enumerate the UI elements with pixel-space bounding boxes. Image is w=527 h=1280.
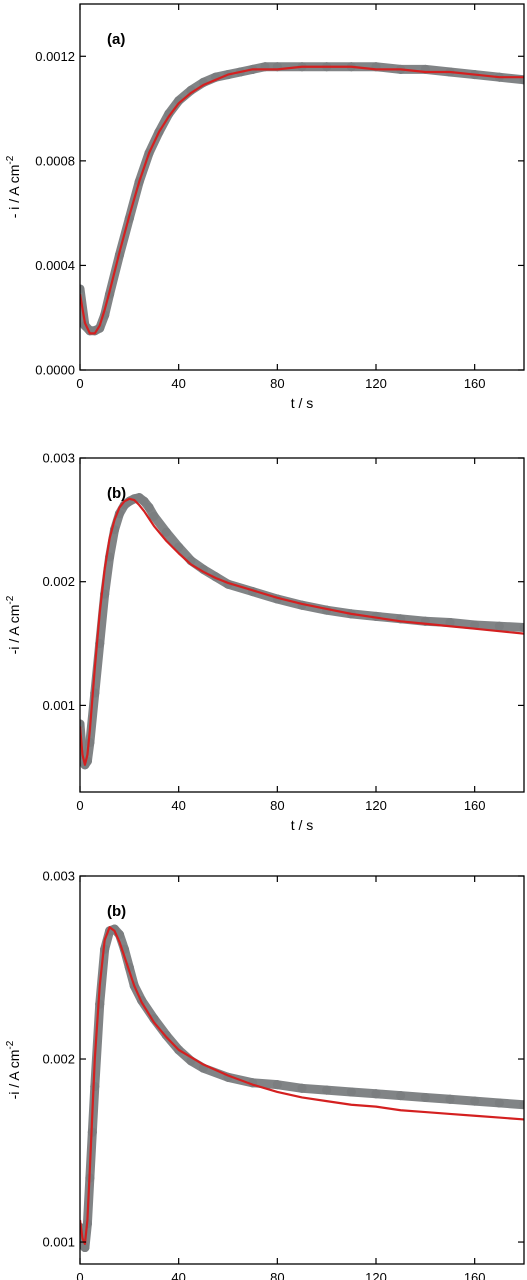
fit-line: [80, 65, 524, 335]
x-tick-label: 40: [171, 1270, 185, 1280]
data-point: [149, 1014, 159, 1024]
plot-frame: [79, 875, 525, 1265]
data-point: [494, 621, 504, 631]
data-point: [161, 527, 171, 537]
y-tick-label: 0.0008: [35, 153, 75, 168]
y-axis-title: -i / A cm-2: [5, 1040, 22, 1099]
x-tick-label: 80: [270, 798, 284, 813]
data-point: [174, 542, 184, 552]
y-tick-label: 0.0004: [35, 258, 75, 273]
data-point: [80, 284, 85, 294]
data-point: [371, 1089, 381, 1099]
series-measured: [80, 62, 524, 336]
measured-band-segment: [90, 999, 105, 1091]
series-fit: [80, 926, 524, 1245]
measured-band-segment: [90, 639, 105, 698]
data-point: [174, 96, 184, 106]
data-point: [346, 1087, 356, 1097]
data-point: [164, 109, 174, 119]
data-point: [519, 622, 524, 632]
fit-line: [80, 926, 524, 1245]
chart-panel-2: 0 40 80 120 160 0.001 0.002 0.003 (b) t / s -i / A…: [5, 451, 525, 833]
data-point: [445, 618, 455, 628]
fit-line: [80, 497, 524, 766]
y-tick-label: 0.002: [42, 1052, 75, 1067]
series-measured: [80, 493, 524, 770]
x-tick-label: 120: [365, 1270, 387, 1280]
data-point: [420, 1092, 430, 1102]
measured-band-segment: [100, 552, 115, 599]
y-axis-title: -i / A cm-2: [5, 595, 22, 654]
measured-band-segment: [85, 688, 100, 748]
y-axis-title: - i / A cm-2: [5, 155, 22, 218]
x-tick-label: 0: [76, 798, 83, 813]
data-point: [80, 1243, 90, 1253]
data-point: [494, 1098, 504, 1108]
series-measured: [80, 924, 524, 1253]
x-axis-title: t / s: [291, 817, 314, 833]
x-tick-label: 160: [464, 1270, 486, 1280]
data-point: [445, 1094, 455, 1104]
y-tick-label: 0.0000: [35, 363, 75, 378]
chart-panel-1: 0 40 80 120 160 0.0000 0.0004 0.0008 0.0012 (a) t …: [5, 3, 525, 411]
data-point: [149, 511, 159, 521]
x-tick-label: 160: [464, 376, 486, 391]
measured-band-segment: [95, 589, 110, 649]
data-point: [144, 502, 154, 512]
measured-band-segment: [105, 525, 120, 562]
plot-frame: [79, 3, 525, 371]
series-fit: [80, 65, 524, 335]
data-point: [470, 1096, 480, 1106]
x-tick-label: 0: [76, 376, 83, 391]
panel-label: (b): [107, 903, 126, 920]
data-point: [80, 719, 85, 729]
x-tick-label: 80: [270, 1270, 284, 1280]
data-point: [519, 1100, 524, 1110]
plot-frame: [79, 457, 525, 793]
measured-band-segment: [95, 944, 110, 1009]
y-tick-label: 0.003: [42, 869, 75, 884]
x-axis-title: t / s: [291, 395, 314, 411]
y-tick-label: 0.0012: [35, 49, 75, 64]
y-tick-label: 0.001: [42, 1235, 75, 1250]
series-fit: [80, 497, 524, 766]
x-tick-label: 120: [365, 376, 387, 391]
panel-label: (b): [107, 485, 126, 502]
data-point: [297, 1083, 307, 1093]
x-tick-label: 160: [464, 798, 486, 813]
x-tick-label: 40: [171, 376, 185, 391]
x-tick-label: 120: [365, 798, 387, 813]
data-point: [396, 1091, 406, 1101]
data-point: [272, 1080, 282, 1090]
data-point: [139, 496, 149, 506]
x-tick-label: 40: [171, 798, 185, 813]
data-point: [470, 620, 480, 630]
x-tick-label: 80: [270, 376, 284, 391]
data-point: [322, 1085, 332, 1095]
y-tick-label: 0.002: [42, 574, 75, 589]
y-tick-label: 0.001: [42, 698, 75, 713]
panel-label: (a): [107, 31, 125, 48]
y-tick-label: 0.003: [42, 451, 75, 466]
x-tick-label: 0: [76, 1270, 83, 1280]
